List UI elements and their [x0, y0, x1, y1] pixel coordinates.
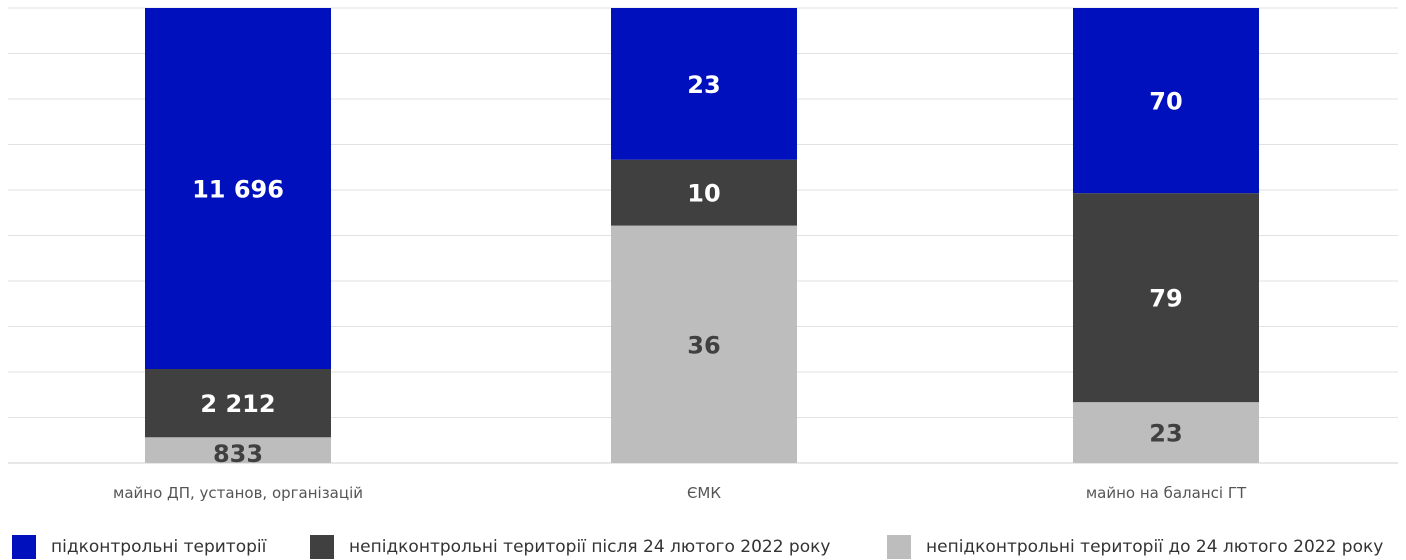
data-label: 79 [1149, 285, 1182, 313]
legend-label: підконтрольні території [51, 536, 267, 557]
data-label: 2 212 [200, 390, 275, 418]
data-label: 23 [1149, 420, 1182, 448]
data-label: 70 [1149, 88, 1182, 116]
bar-segment [1073, 193, 1259, 403]
bar-segment [145, 369, 331, 438]
category-label: ЄМК [687, 484, 721, 502]
legend-label: непідконтрольні території до 24 лютого 2… [926, 536, 1384, 557]
legend-item: підконтрольні території [12, 533, 266, 560]
segment-labels: 833 2 212 11 696 36 10 23 23 79 70 [192, 71, 1183, 468]
legend: підконтрольні території непідконтрольні … [0, 533, 1406, 560]
bar-segment [611, 8, 797, 160]
bar-segment [1073, 402, 1259, 463]
legend-swatch [310, 534, 334, 559]
bar-segment [611, 225, 797, 463]
category-label: майно ДП, установ, організацій [113, 484, 363, 502]
data-label: 833 [213, 440, 263, 468]
legend-swatch [887, 534, 911, 559]
bars [145, 8, 1259, 463]
category-labels: майно ДП, установ, організацій ЄМК майно н… [113, 484, 1247, 502]
legend-label: непідконтрольні території після 24 лютог… [349, 536, 831, 557]
data-label: 10 [687, 180, 720, 208]
data-label: 11 696 [192, 176, 284, 204]
data-label: 23 [687, 71, 720, 99]
bar-segment [145, 437, 331, 463]
legend-item: непідконтрольні території після 24 лютог… [310, 533, 830, 560]
data-label: 36 [687, 331, 720, 359]
bar-segment [1073, 8, 1259, 194]
bar-segment [611, 159, 797, 226]
legend-swatch [12, 534, 36, 559]
legend-item: непідконтрольні території до 24 лютого 2… [887, 533, 1383, 560]
category-label: майно на балансі ГТ [1086, 484, 1247, 502]
bar-segment [145, 8, 331, 370]
